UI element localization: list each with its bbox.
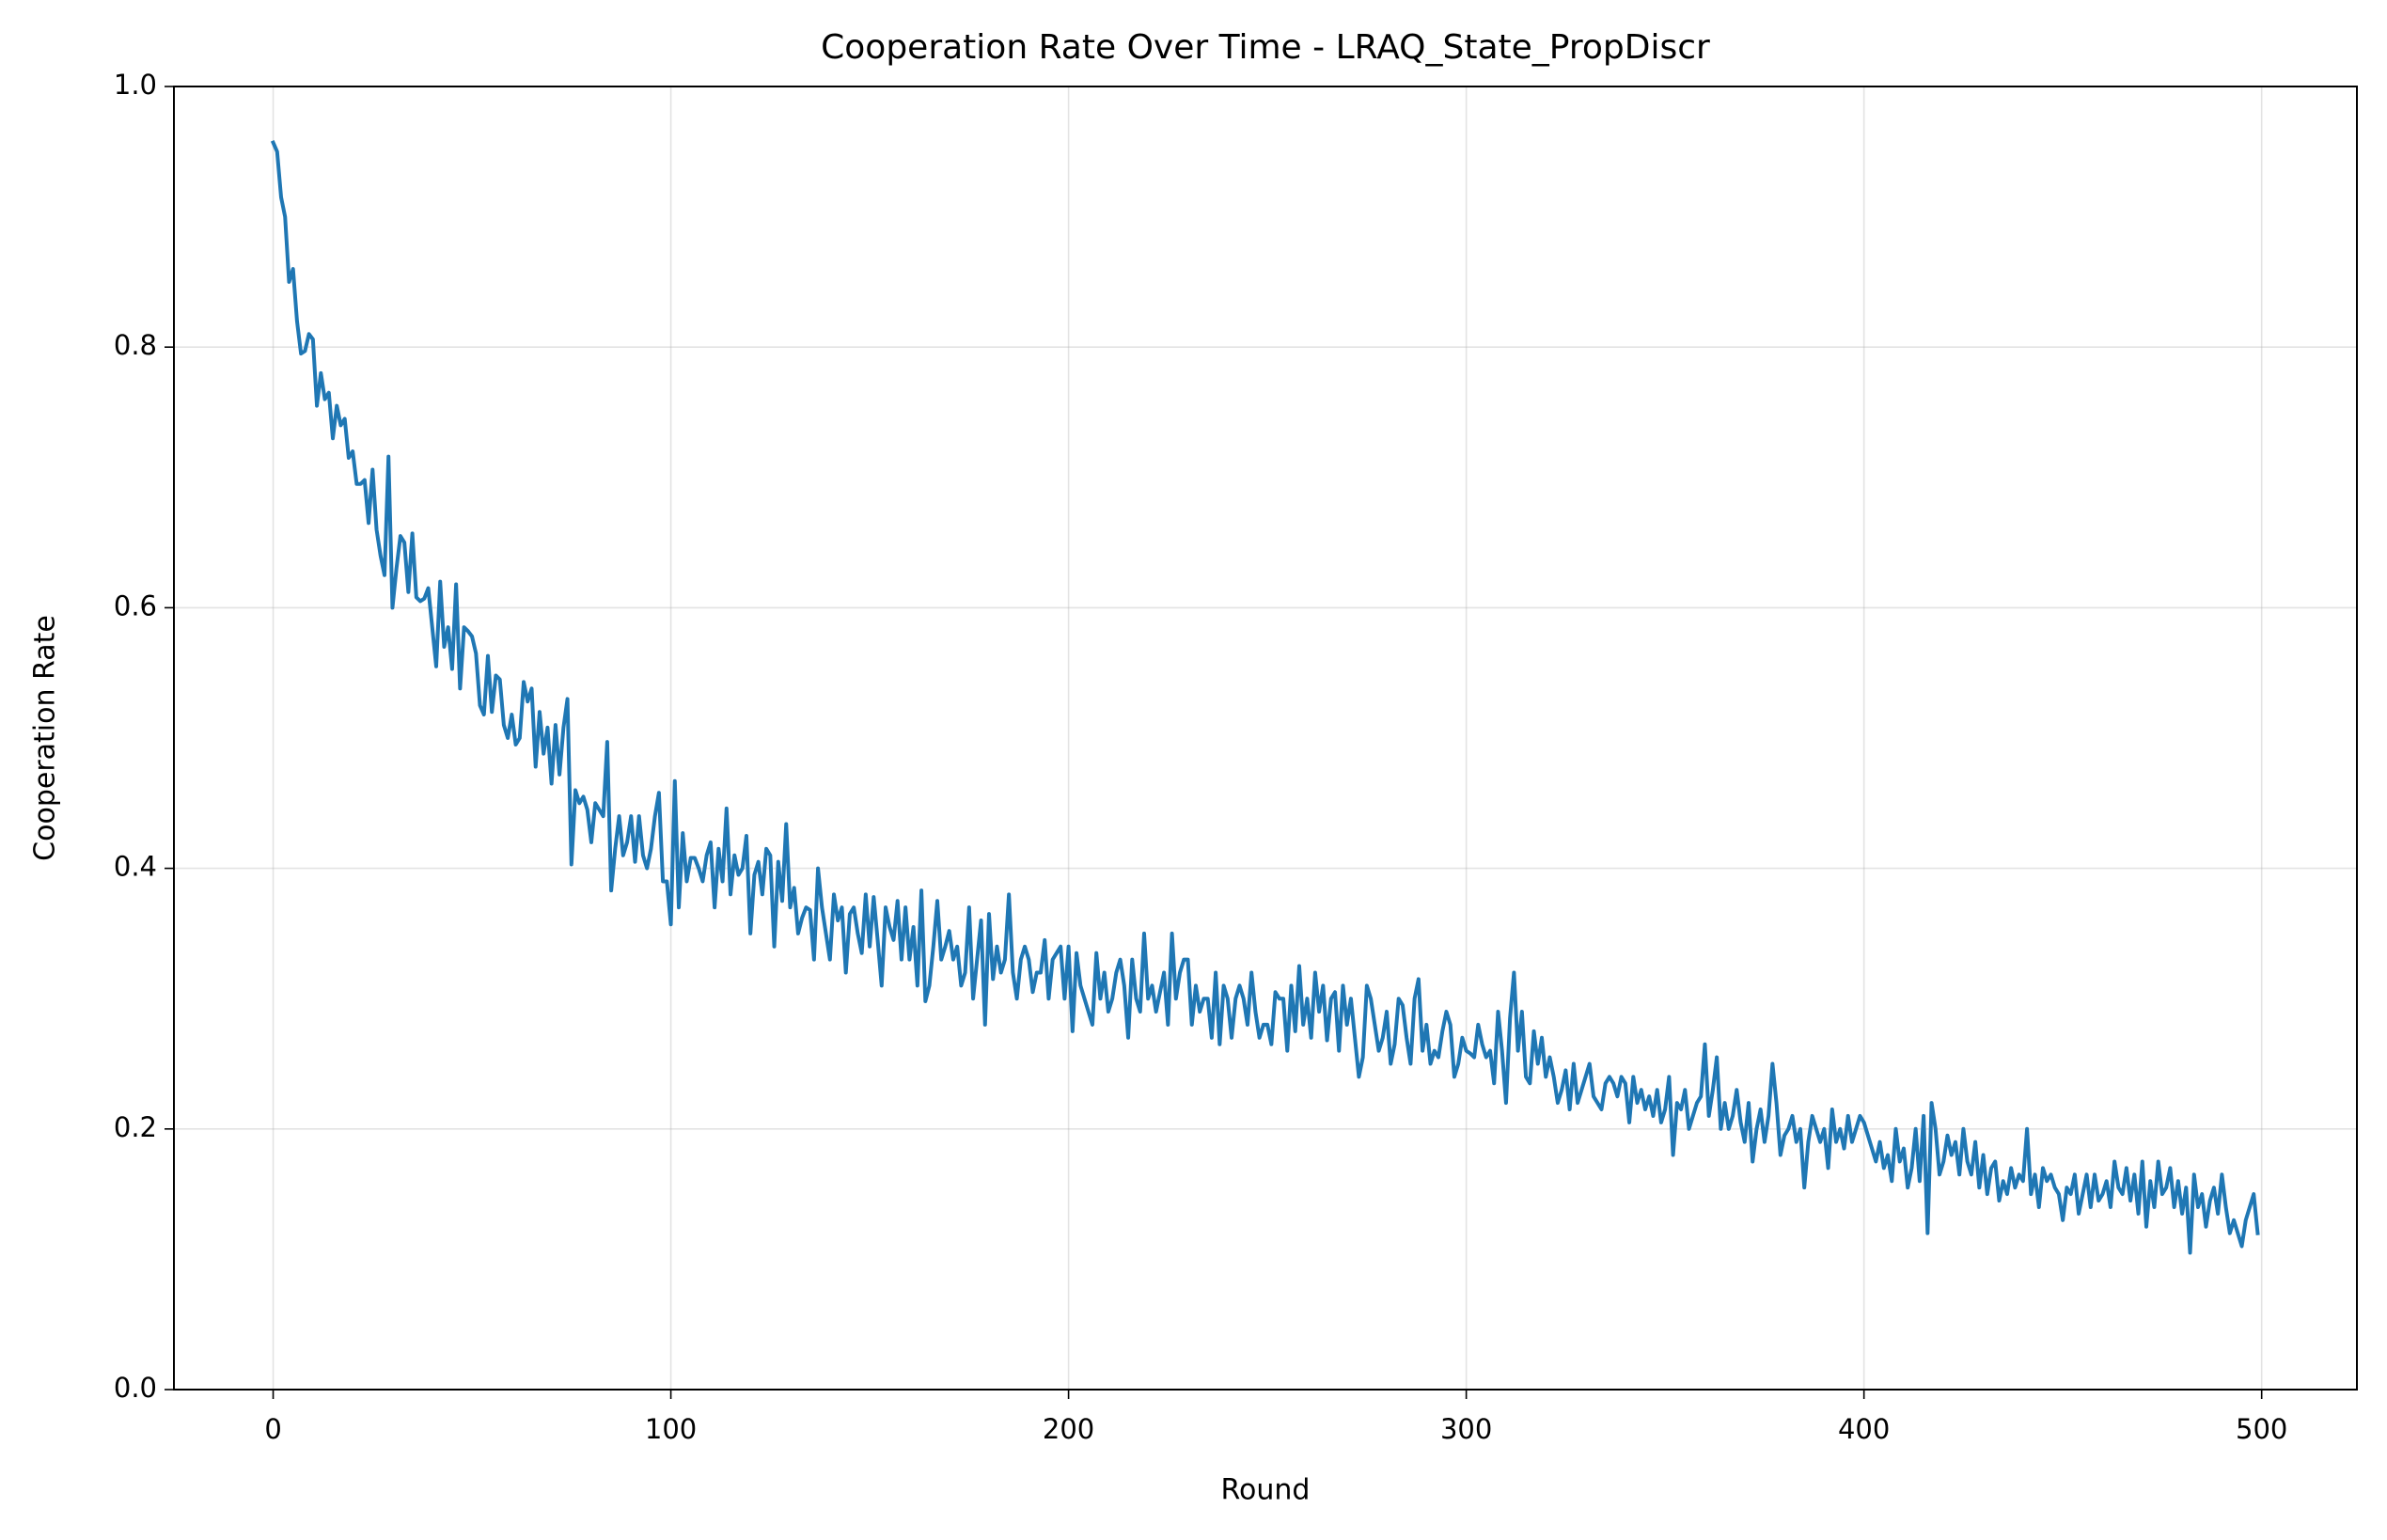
x-tick-label: 500 bbox=[2236, 1413, 2287, 1445]
x-tick-label: 400 bbox=[1838, 1413, 1890, 1445]
y-tick-label: 0.8 bbox=[114, 329, 157, 361]
y-tick-label: 1.0 bbox=[114, 69, 157, 101]
chart-title: Cooperation Rate Over Time - LRAQ_State_… bbox=[821, 28, 1710, 67]
x-tick-label: 300 bbox=[1440, 1413, 1492, 1445]
y-tick-label: 0.2 bbox=[114, 1111, 157, 1143]
x-axis-label: Round bbox=[1221, 1474, 1311, 1507]
x-tick-label: 0 bbox=[264, 1413, 281, 1445]
x-tick-label: 200 bbox=[1043, 1413, 1094, 1445]
y-axis-label: Cooperation Rate bbox=[29, 615, 62, 861]
x-tick-label: 100 bbox=[645, 1413, 697, 1445]
data-line bbox=[270, 139, 2260, 1255]
y-tick-label: 0.4 bbox=[114, 851, 157, 883]
y-tick-label: 0.0 bbox=[114, 1372, 157, 1404]
y-tick-label: 0.6 bbox=[114, 589, 157, 621]
plot-frame bbox=[173, 86, 2358, 1391]
